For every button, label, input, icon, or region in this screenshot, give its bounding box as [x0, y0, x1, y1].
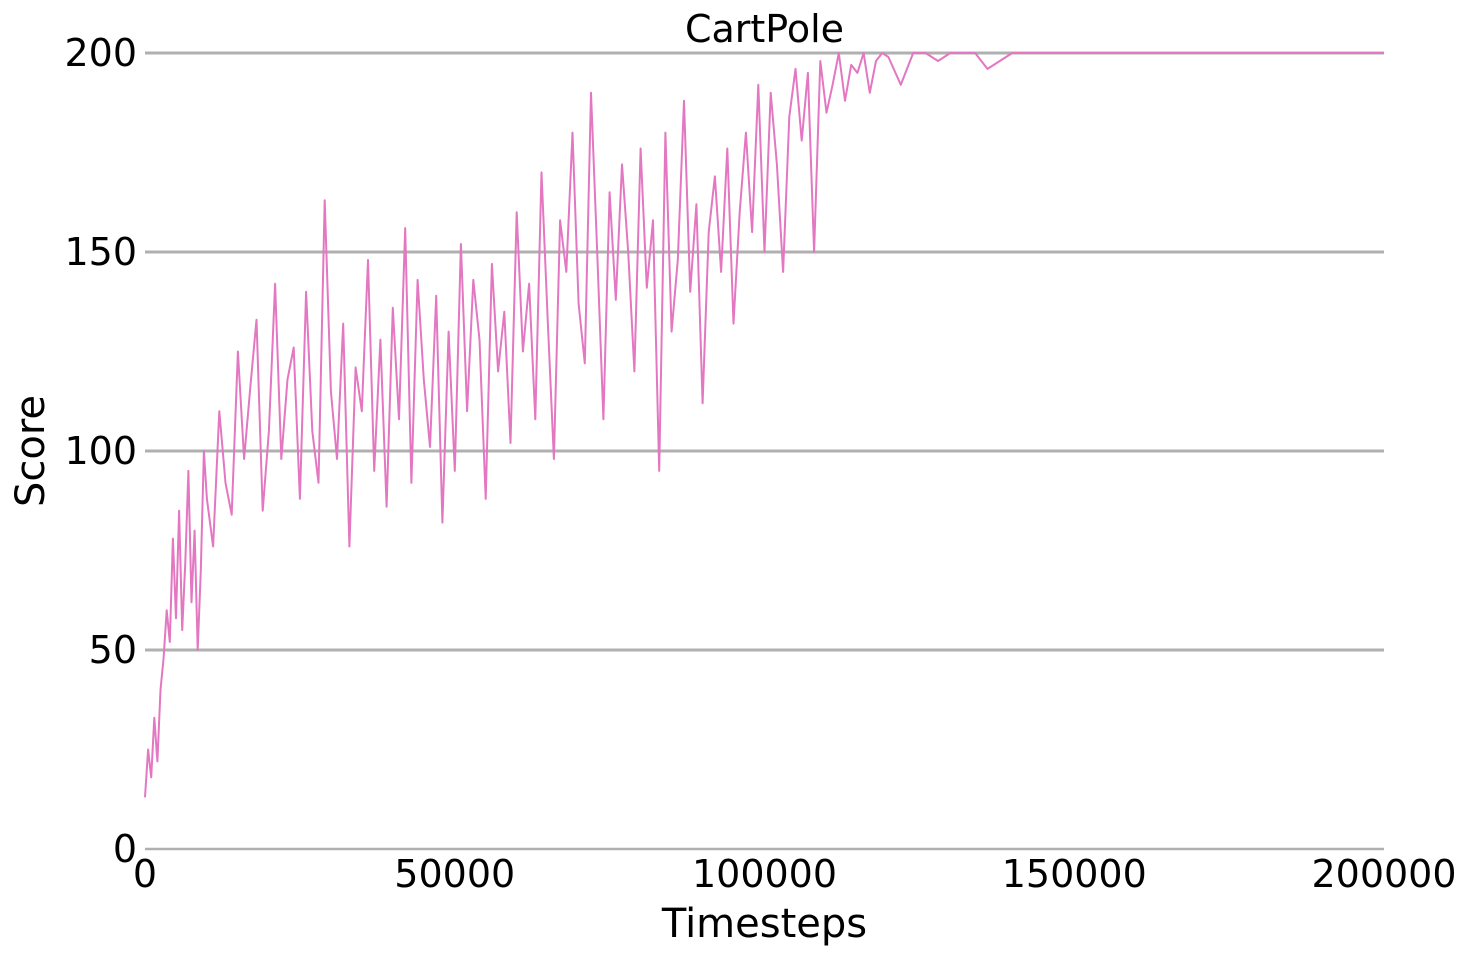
x-tick-label: 150000: [1002, 852, 1147, 896]
x-tick-label: 200000: [1311, 852, 1456, 896]
series-line-0: [144, 52, 1384, 798]
gridlines: [145, 51, 1384, 652]
y-tick-labels: 0 50 100 150 200: [64, 31, 137, 871]
x-tick-labels: 0 50000 100000 150000 200000: [133, 852, 1457, 896]
series-group: [144, 52, 1384, 798]
x-tick-label: 100000: [692, 852, 837, 896]
chart-title: CartPole: [685, 7, 844, 51]
y-tick-label: 100: [64, 429, 137, 473]
x-axis-title: Timesteps: [661, 901, 867, 947]
y-tick-label: 0: [113, 827, 137, 871]
x-tick-label: 50000: [394, 852, 515, 896]
y-tick-label: 200: [64, 31, 137, 75]
x-tick-label: 0: [133, 852, 157, 896]
y-axis-title: Score: [8, 395, 54, 507]
y-tick-label: 150: [64, 230, 137, 274]
y-tick-label: 50: [89, 628, 137, 672]
